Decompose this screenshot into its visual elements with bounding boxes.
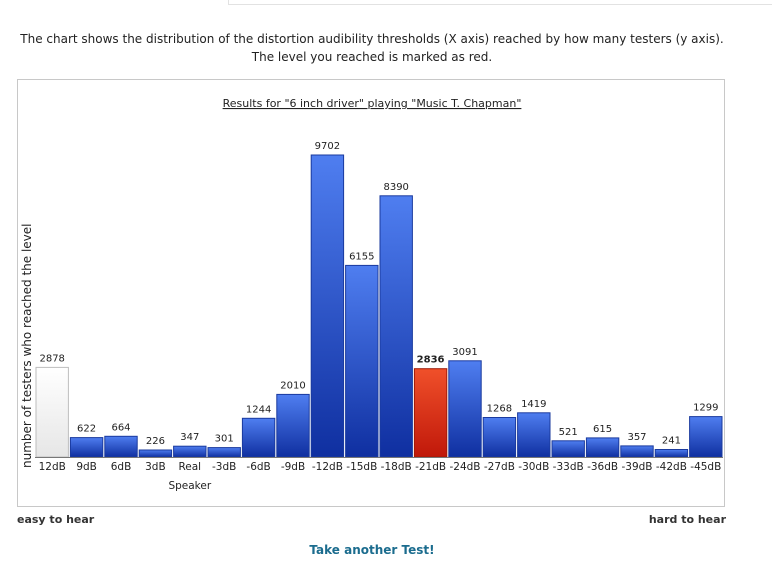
bar-15db [345,264,379,458]
tick-label-6db: 6dB [111,461,132,473]
tick-label-39db: -39dB [621,461,652,473]
bar-24db [448,360,482,458]
tick-label-18db: -18dB [381,461,412,473]
y-axis-label: number of testers who reached the level [20,224,34,469]
value-label-30db: 1419 [521,399,546,410]
bar-6db [241,417,276,458]
chart-title: Results for "6 inch driver" playing "Mus… [223,97,522,110]
value-label-33db: 521 [559,427,578,438]
bar-33db [551,440,585,458]
tick-label-15db: -15dB [346,461,377,473]
tick-label-33db: -33dB [553,461,584,473]
bar-12db [35,366,69,458]
value-label-9db: 2010 [280,380,305,391]
bar-9db [69,437,104,458]
tick-label-30db: -30dB [518,461,549,473]
value-label-45db: 1299 [693,403,718,414]
value-label-3db: 301 [215,434,234,445]
bar-21db [413,368,448,458]
bar-27db [482,417,517,458]
tick-label-3db: 3dB [145,461,166,473]
bar-6db [104,435,138,458]
tick-label-21db: -21dB [415,461,446,473]
bar-45db [689,416,723,458]
chart-description-line-2: The level you reached is marked as red. [251,50,493,64]
tick-label-12db: -12dB [312,461,343,473]
bar-39db [620,445,654,458]
chart-description-line-1: The chart shows the distribution of the … [20,32,724,46]
bar-36db [585,437,620,458]
value-label-12db: 9702 [315,141,340,152]
bar-42db [654,449,689,458]
value-label-27db: 1268 [487,404,512,415]
value-label-15db: 6155 [349,251,374,262]
value-label-12db: 2878 [39,353,64,364]
value-label-6db: 664 [111,422,130,433]
value-label-21db: 2836 [417,355,445,366]
value-label-39db: 357 [627,432,646,443]
tick-label-9db: -9dB [281,461,305,473]
bar-3db [207,447,241,458]
bar-3db [138,449,173,458]
tick-label-42db: -42dB [656,461,687,473]
take-another-test-link[interactable]: Take another Test! [309,543,435,557]
bar-12db [310,154,345,458]
value-label-6db: 1244 [246,404,271,415]
tick-label-real-speaker: Real Speaker [168,461,211,492]
tick-label-27db: -27dB [484,461,515,473]
hard-to-hear-label: hard to hear [648,513,726,526]
value-label-42db: 241 [662,436,681,447]
easy-to-hear-label: easy to hear [17,513,95,526]
value-label-36db: 615 [593,424,612,435]
tick-label-9db: 9dB [76,461,97,473]
bar-30db [517,412,551,458]
value-label-3db: 226 [146,436,165,447]
top-frame-edge [228,0,772,5]
value-label-9db: 622 [77,424,96,435]
value-label-24db: 3091 [452,347,477,358]
bar-9db [276,393,310,458]
tick-label-6db: -6dB [246,461,270,473]
tick-label-36db: -36dB [587,461,618,473]
value-label-18db: 8390 [383,182,408,193]
bar-real-speaker [173,445,207,458]
tick-label-24db: -24dB [449,461,480,473]
tick-label-3db: -3dB [212,461,236,473]
tick-label-12db: 12dB [39,461,66,473]
bar-18db [379,195,413,458]
value-label-real-speaker: 347 [180,432,199,443]
tick-label-45db: -45dB [690,461,721,473]
